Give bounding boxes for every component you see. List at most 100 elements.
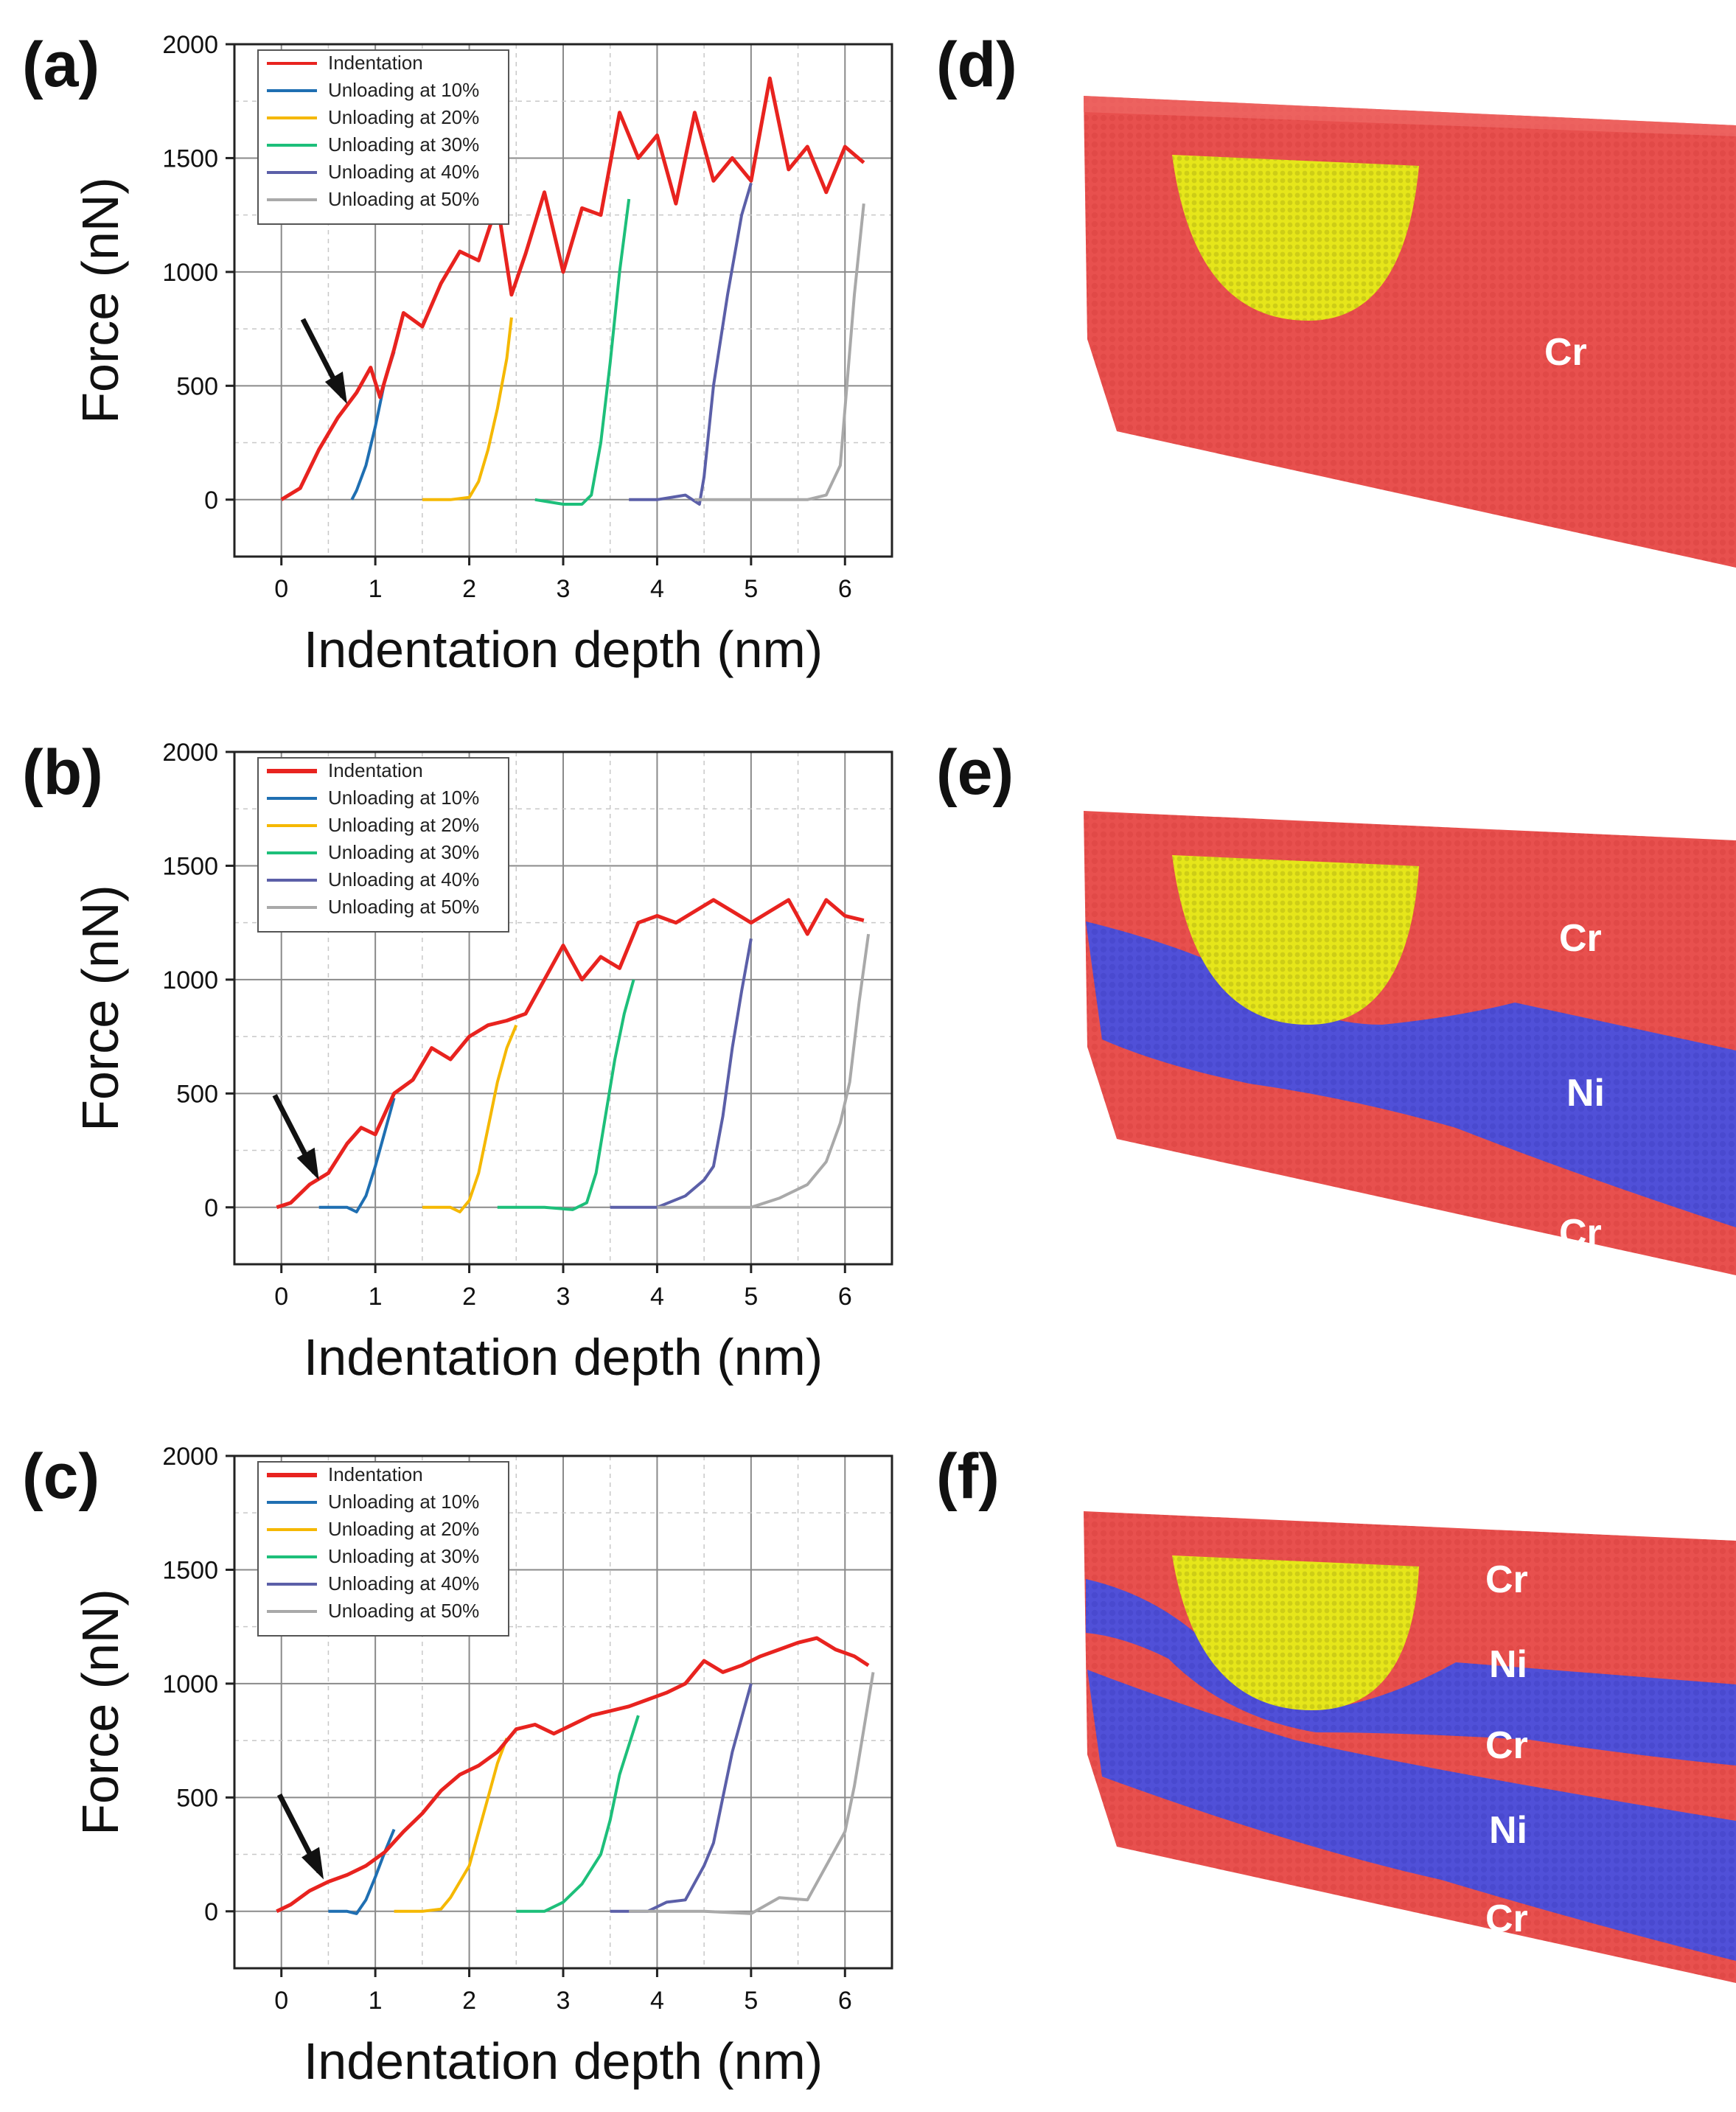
ni-layer-upper-texture (1086, 1579, 1736, 1766)
series-line-unloading-20 (422, 1024, 518, 1213)
legend-box (257, 757, 509, 933)
x-tick-label: 6 (838, 1283, 852, 1311)
x-tick-label: 0 (274, 575, 288, 603)
y-axis-label: Force (nN) (72, 1589, 129, 1835)
md-render-cr-ni-cr: Cr Ni Cr (1084, 811, 1736, 1275)
x-tick-label: 6 (838, 575, 852, 603)
y-tick-label: 1500 (162, 144, 218, 172)
series-line-unloading-10 (318, 1097, 396, 1213)
panel-label-e: (e) (936, 737, 1014, 808)
legend-entry: Indentation (328, 1463, 423, 1485)
y-tick-label: 0 (204, 487, 218, 515)
x-tick-label: 3 (557, 1987, 571, 2015)
ni-layer-lower-texture (1087, 1670, 1736, 1961)
series-line-unloading-20 (394, 1738, 509, 1913)
arrow-head (301, 1847, 324, 1880)
x-tick-label: 0 (274, 1987, 288, 2015)
x-tick-label: 3 (557, 1283, 571, 1311)
x-tick-label: 2 (462, 1283, 476, 1311)
x-tick-label: 4 (650, 575, 664, 603)
layer-label-ni-1: Ni (1489, 1643, 1527, 1686)
y-axis-label: Force (nN) (72, 885, 129, 1131)
legend-box (257, 1461, 509, 1637)
series-line-unloading-50 (694, 203, 865, 501)
y-tick-label: 1500 (162, 852, 218, 880)
x-tick-label: 5 (744, 1283, 758, 1311)
y-tick-label: 500 (176, 1784, 218, 1812)
arrow-head (324, 372, 347, 405)
y-tick-label: 500 (176, 372, 218, 400)
series-line-unloading-40 (610, 1683, 753, 1913)
md-render-multilayer: Cr Ni Cr Ni Cr (1084, 1511, 1736, 1983)
indenter-texture (1172, 155, 1419, 321)
x-tick-label: 2 (462, 1987, 476, 2015)
chart-panel-b: 0 1 2 3 4 5 6 0 500 1000 1500 2000 Indentation depth… (72, 739, 893, 1386)
panel-label-c: (c) (22, 1441, 100, 1512)
indenter-texture (1172, 1555, 1419, 1710)
series-line-unloading-10 (328, 1828, 396, 1915)
panel-label-a: (a) (22, 29, 100, 100)
md-render-cr-film: Cr (1084, 96, 1736, 568)
legend-entry: Unloading at 50% (328, 1600, 479, 1622)
legend-entry: Indentation (328, 759, 423, 781)
y-tick-label: 2000 (162, 739, 218, 767)
x-tick-label: 5 (744, 1987, 758, 2015)
y-tick-label: 0 (204, 1898, 218, 1926)
x-tick-label: 2 (462, 575, 476, 603)
legend-entry: Unloading at 10% (328, 1491, 479, 1513)
y-tick-label: 1500 (162, 1556, 218, 1584)
y-tick-label: 2000 (162, 1443, 218, 1471)
legend-entry: Unloading at 20% (328, 814, 479, 836)
legend-entry: Unloading at 20% (328, 106, 479, 128)
legend-entry: Indentation (328, 52, 423, 74)
legend-entry: Unloading at 40% (328, 161, 479, 183)
x-tick-label: 1 (369, 575, 383, 603)
x-tick-label: 4 (650, 1987, 664, 2015)
legend-entry: Unloading at 20% (328, 1518, 479, 1540)
series-line-unloading-30 (534, 198, 631, 506)
arrow-head (296, 1147, 319, 1180)
y-tick-label: 1000 (162, 259, 218, 287)
x-tick-label: 1 (369, 1283, 383, 1311)
x-tick-label: 1 (369, 1987, 383, 2015)
y-tick-label: 2000 (162, 31, 218, 59)
legend-entry: Unloading at 30% (328, 1545, 479, 1567)
x-tick-label: 5 (744, 575, 758, 603)
series-line-unloading-30 (516, 1715, 640, 1913)
legend-entry: Unloading at 30% (328, 133, 479, 156)
y-tick-label: 1000 (162, 966, 218, 994)
chart-panel-c: 0 1 2 3 4 5 6 0 500 1000 1500 2000 Indentation depth… (72, 1443, 893, 2090)
layer-label-cr-1: Cr (1485, 1558, 1528, 1601)
series-line-unloading-30 (497, 979, 635, 1211)
legend-entry: Unloading at 50% (328, 188, 479, 210)
layer-label-cr-bottom: Cr (1559, 1212, 1602, 1255)
legend-box (257, 49, 509, 225)
x-tick-label: 4 (650, 1283, 664, 1311)
legend-entry: Unloading at 40% (328, 868, 479, 891)
layer-label-cr-3: Cr (1485, 1897, 1528, 1940)
x-axis-label: Indentation depth (nm) (304, 2032, 823, 2090)
series-line-indentation (276, 898, 865, 1210)
layer-label-cr: Cr (1544, 331, 1587, 374)
series-line-unloading-40 (629, 182, 753, 506)
layer-label-cr-2: Cr (1485, 1724, 1528, 1767)
panel-label-d: (d) (936, 29, 1017, 100)
x-tick-label: 3 (557, 575, 571, 603)
x-tick-label: 6 (838, 1987, 852, 2015)
layer-label-ni: Ni (1566, 1072, 1605, 1115)
layer-label-ni-2: Ni (1489, 1809, 1527, 1852)
legend-entry: Unloading at 10% (328, 79, 479, 101)
layer-label-cr-top: Cr (1559, 917, 1602, 960)
y-tick-label: 1000 (162, 1670, 218, 1698)
y-tick-label: 0 (204, 1194, 218, 1222)
legend-entry: Unloading at 30% (328, 841, 479, 863)
indenter-texture (1172, 855, 1419, 1025)
legend-entry: Unloading at 40% (328, 1572, 479, 1595)
legend-entry: Unloading at 10% (328, 787, 479, 809)
series-line-indentation (276, 1636, 870, 1914)
y-tick-label: 500 (176, 1080, 218, 1108)
cr-top-face (1084, 96, 1736, 136)
legend-entry: Unloading at 50% (328, 896, 479, 918)
y-axis-label: Force (nN) (72, 177, 129, 423)
series-line-unloading-50 (629, 1672, 875, 1915)
